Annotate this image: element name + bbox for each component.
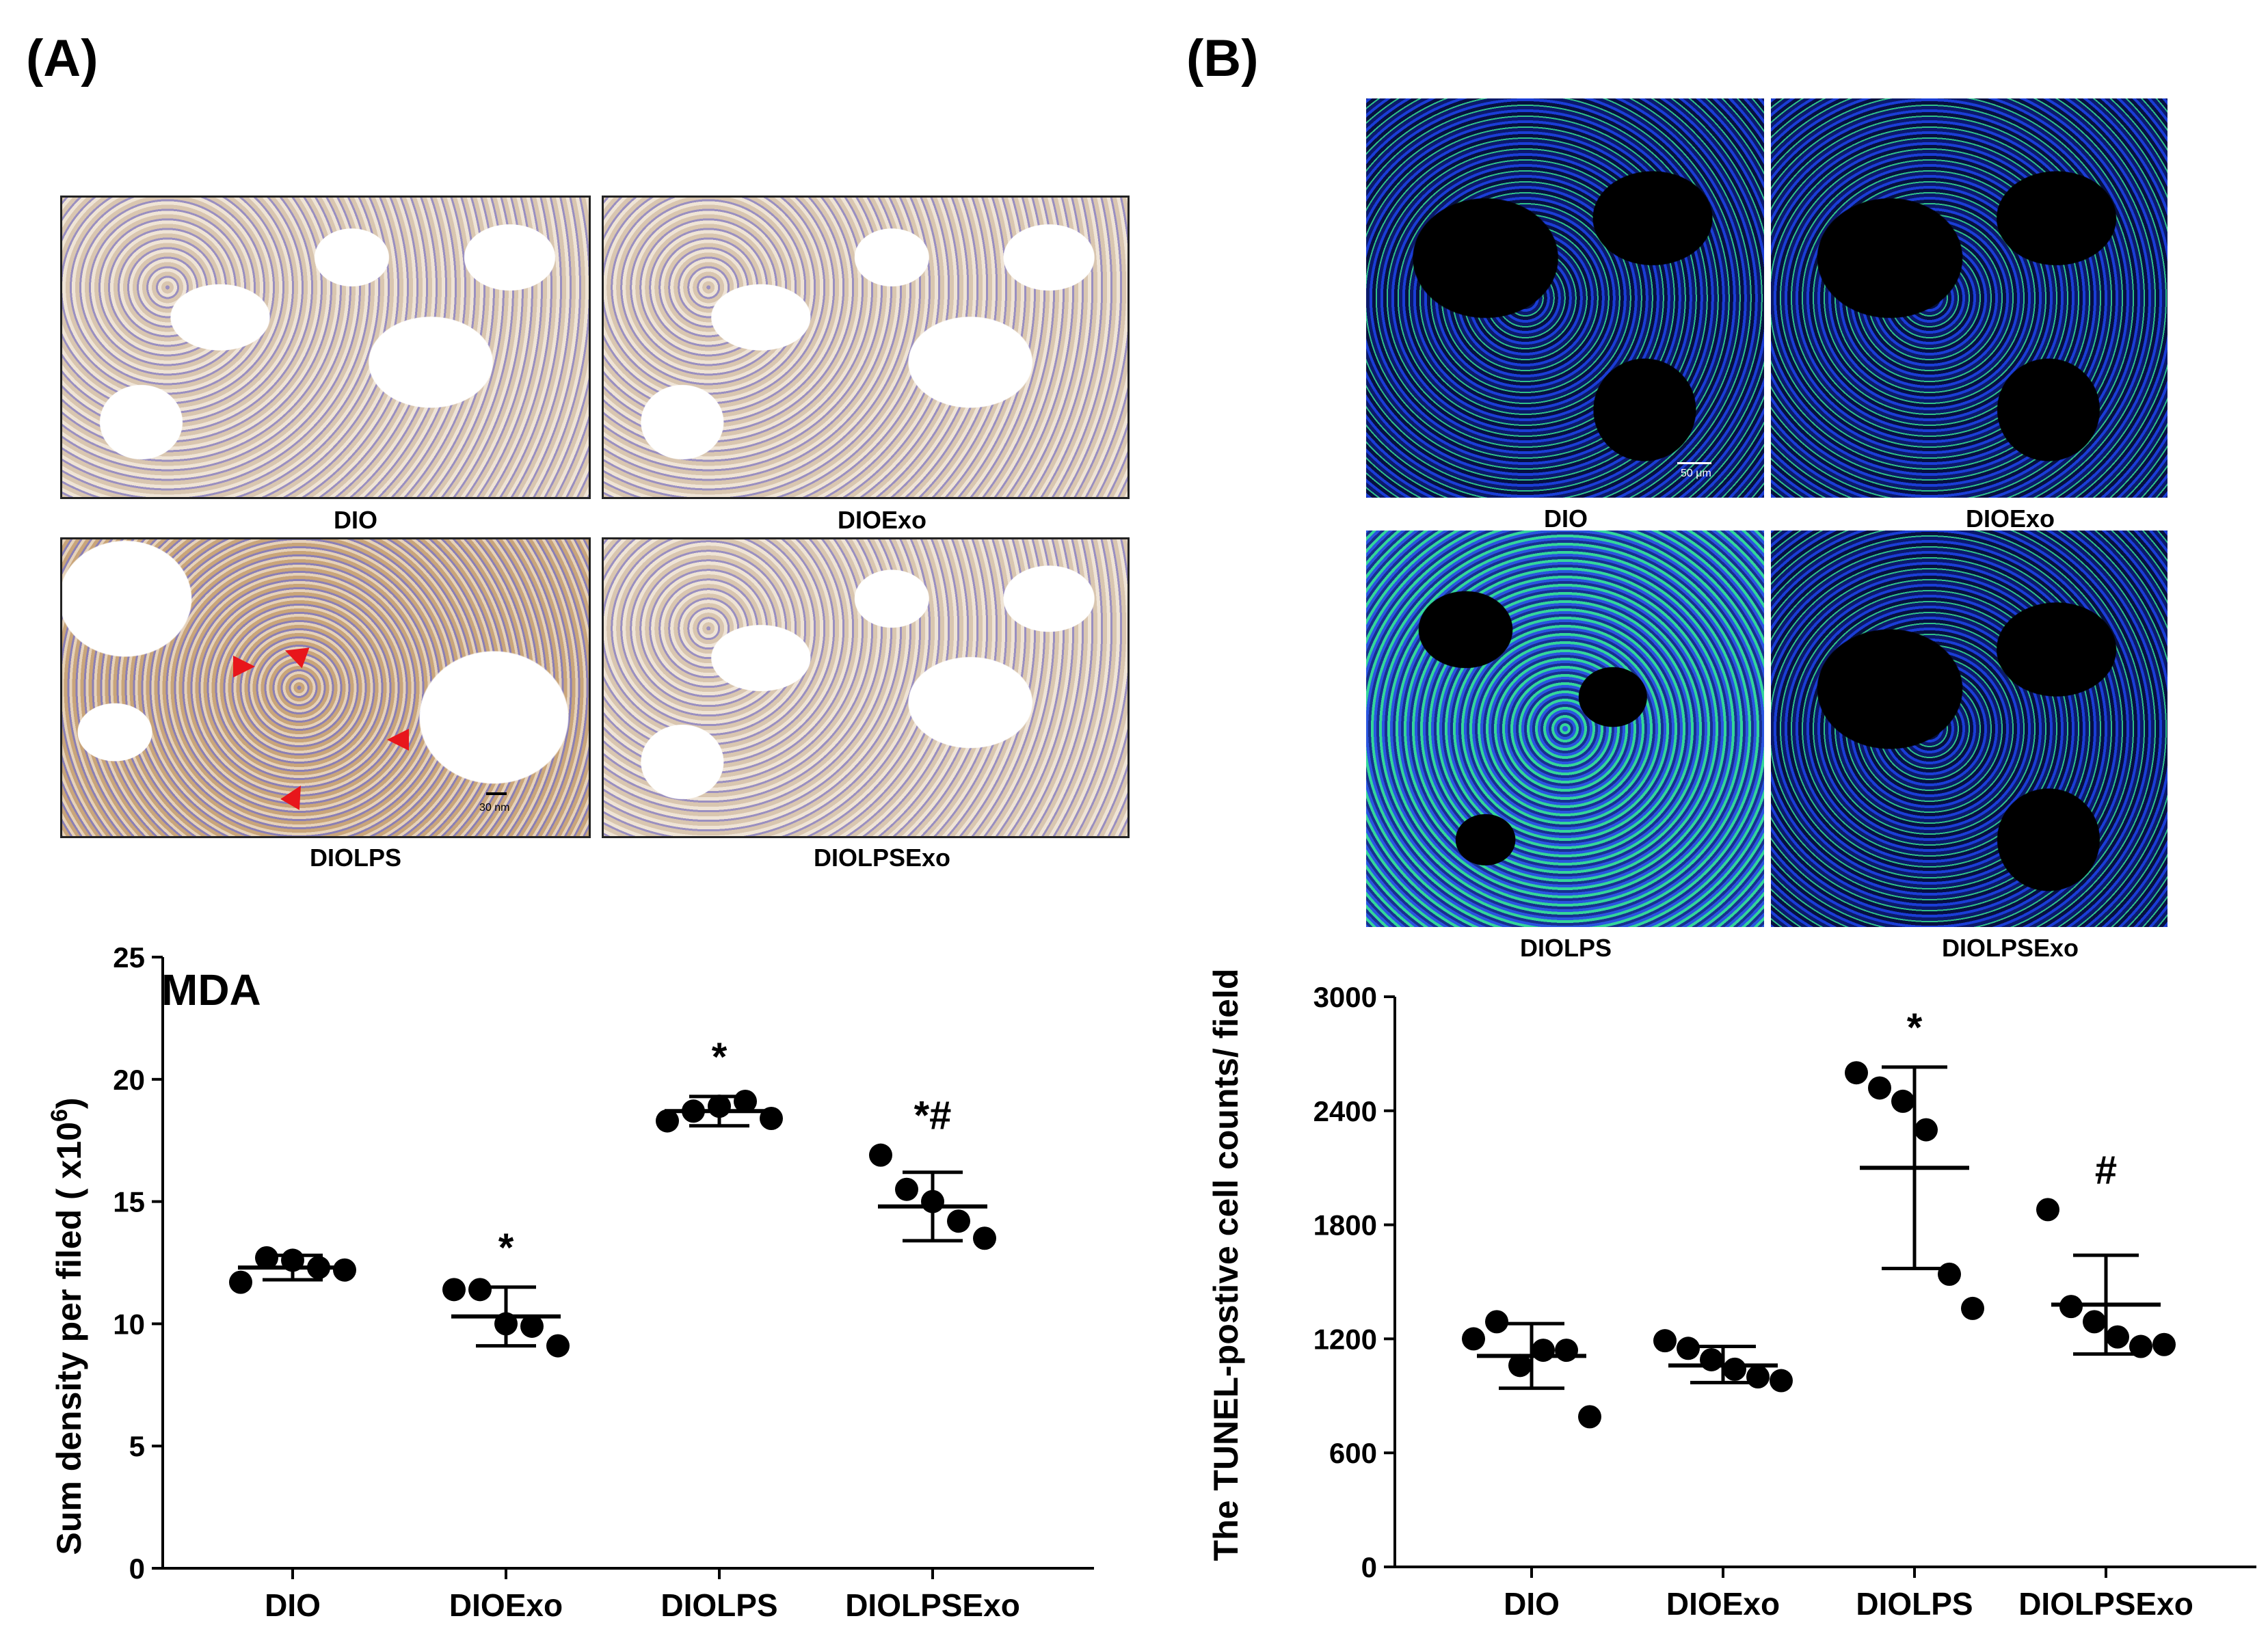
tunel-micrograph-diolps [1366, 531, 1764, 927]
y-tick-label: 25 [113, 941, 145, 974]
data-point [2152, 1332, 2176, 1356]
data-point [1578, 1405, 1601, 1429]
scale-bar-line-b [1677, 462, 1711, 464]
data-point [1746, 1365, 1770, 1388]
x-tick-label: DIOLPS [661, 1587, 777, 1623]
data-point [1723, 1357, 1746, 1381]
data-point [1938, 1262, 1961, 1286]
data-point [1555, 1339, 1578, 1362]
data-point [229, 1270, 252, 1294]
scale-bar-line-a [486, 792, 507, 795]
significance-annotation: * [498, 1226, 514, 1270]
ihc-micrograph-diolps: 30 nm [60, 537, 591, 838]
tunel-dot-plot: The TUNEL-postive cell counts/ field 0 60… [1207, 969, 2256, 1622]
data-point [520, 1314, 544, 1338]
y-tick-label: 1800 [1313, 1209, 1377, 1241]
data-point [1532, 1339, 1555, 1362]
tunel-y-axis-label: The TUNEL-postive cell counts/ field [1207, 969, 1245, 1561]
x-tick-label: DIOLPSExo [2018, 1586, 2193, 1622]
y-tick-label: 5 [129, 1430, 145, 1462]
data-point [1961, 1296, 1984, 1320]
y-tick-label: 1200 [1313, 1323, 1377, 1355]
data-point [1653, 1329, 1677, 1353]
ihc-micrograph-dioexo [602, 196, 1130, 499]
data-point [1845, 1061, 1868, 1085]
x-tick-label: DIOLPS [1856, 1586, 1973, 1622]
ihc-micrograph-dio [60, 196, 591, 499]
mda-dot-plot: MDA Sum density per filed ( x106) 0 5 10 15… [46, 941, 1094, 1623]
significance-annotation: *# [914, 1094, 952, 1138]
data-point [2129, 1334, 2152, 1358]
micrograph-label-dio: DIO [333, 506, 377, 534]
y-tick-label: 15 [113, 1186, 145, 1218]
x-tick-label: DIOExo [1666, 1586, 1780, 1622]
red-arrow-3 [387, 729, 409, 751]
data-point [468, 1278, 492, 1302]
data-point [442, 1278, 466, 1302]
tunel-micrograph-diolpsexo [1771, 531, 2167, 927]
y-tick-label: 0 [1361, 1551, 1377, 1583]
data-point [1677, 1337, 1700, 1360]
data-point [2106, 1325, 2129, 1349]
data-point [1915, 1118, 1938, 1142]
x-tick-label: DIO [1504, 1586, 1560, 1622]
data-point [1462, 1327, 1485, 1351]
red-arrow-1 [233, 656, 255, 677]
data-point [656, 1109, 679, 1133]
data-point [869, 1143, 892, 1167]
y-tick-label: 2400 [1313, 1095, 1377, 1127]
significance-annotation: * [712, 1035, 728, 1079]
significance-annotation: * [1907, 1006, 1923, 1050]
y-tick-label: 600 [1329, 1437, 1377, 1469]
ihc-micrograph-diolpsexo [602, 537, 1130, 838]
tunel-label-dio: DIO [1543, 505, 1588, 533]
micrograph-label-diolps: DIOLPS [309, 844, 401, 872]
data-point [546, 1334, 570, 1358]
y-tick-label: 10 [113, 1308, 145, 1340]
data-point [2036, 1198, 2059, 1222]
red-arrow-2 [281, 640, 310, 669]
data-point [1485, 1310, 1508, 1334]
data-point [1508, 1354, 1532, 1378]
significance-annotation: # [2095, 1148, 2117, 1192]
scale-bar-text-b: 50 μm [1681, 468, 1711, 479]
data-point [1868, 1076, 1891, 1100]
tunel-micrograph-dio: 50 μm [1366, 98, 1764, 498]
tunel-label-diolps: DIOLPS [1519, 934, 1612, 962]
data-point [947, 1209, 970, 1233]
y-tick-label: 0 [129, 1553, 145, 1585]
x-tick-label: DIOExo [449, 1587, 563, 1623]
data-point [973, 1226, 996, 1250]
micrograph-label-diolpsexo: DIOLPSExo [813, 844, 951, 872]
mda-title: MDA [161, 965, 261, 1015]
x-tick-label: DIOLPSExo [845, 1587, 1020, 1623]
panel-label-a: (A) [26, 29, 98, 88]
data-point [255, 1246, 278, 1270]
tunel-label-diolpsexo: DIOLPSExo [1941, 934, 2079, 962]
scale-bar-text-a: 30 nm [479, 802, 510, 814]
x-tick-label: DIO [265, 1587, 321, 1623]
panel-label-b: (B) [1186, 29, 1259, 88]
data-point [1891, 1089, 1915, 1113]
data-point [1770, 1369, 1793, 1393]
micrograph-label-dioexo: DIOExo [837, 506, 927, 534]
y-tick-label: 20 [113, 1064, 145, 1096]
data-point [1700, 1347, 1723, 1371]
tunel-micrograph-dioexo [1771, 98, 2167, 498]
red-arrow-4 [280, 780, 310, 810]
y-tick-label: 3000 [1313, 981, 1377, 1013]
data-point [895, 1177, 918, 1201]
data-point [2083, 1310, 2106, 1334]
data-point [333, 1258, 356, 1282]
mda-y-axis-label: Sum density per filed ( x106) [46, 1097, 88, 1555]
tunel-label-dioexo: DIOExo [1965, 505, 2055, 533]
